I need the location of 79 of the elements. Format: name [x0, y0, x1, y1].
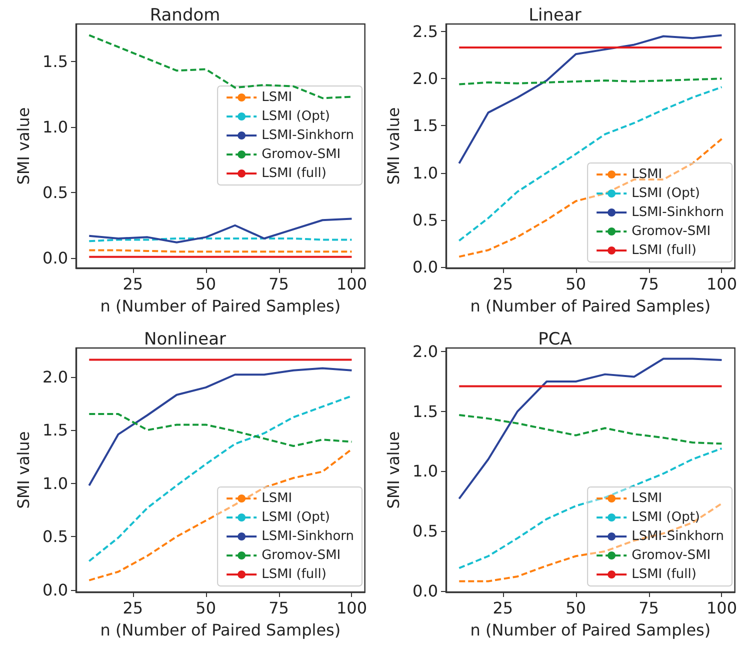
x-axis-title: n (Number of Paired Samples) [470, 296, 711, 316]
x-axis-title: n (Number of Paired Samples) [100, 296, 341, 316]
y-tick-label: 1.0 [42, 474, 68, 493]
x-tick-label: 50 [566, 274, 586, 294]
legend-label: Gromov-SMI [632, 224, 711, 239]
legend-label: Gromov-SMI [632, 548, 711, 563]
x-tick-label: 75 [268, 274, 289, 294]
y-tick-label: 0.5 [42, 527, 68, 546]
line-series [88, 448, 353, 582]
x-tick-label: 100 [706, 274, 738, 294]
x-tick-label: 100 [706, 598, 738, 618]
x-tick-label: 75 [638, 598, 659, 618]
legend-label: LSMI-Sinkhorn [262, 128, 354, 143]
legend-label: LSMI (full) [262, 166, 326, 181]
legend-label: LSMI [632, 491, 662, 506]
x-tick-label: 50 [566, 598, 586, 618]
line-series [88, 394, 353, 562]
y-tick-label: 1.0 [42, 117, 68, 136]
chart-title: Random [150, 6, 220, 26]
x-axis-title: n (Number of Paired Samples) [470, 620, 711, 640]
legend-label: LSMI-Sinkhorn [262, 529, 354, 544]
y-tick-label: 1.5 [42, 420, 68, 440]
x-tick-label: 100 [336, 598, 368, 618]
chart-title: Nonlinear [144, 330, 226, 350]
legend-label: LSMI-Sinkhorn [632, 205, 724, 220]
y-tick-label: 2.0 [412, 342, 438, 362]
legend-label: LSMI [632, 167, 662, 182]
line-series [458, 138, 723, 258]
line-series [88, 34, 353, 100]
legend-label: LSMI (full) [632, 567, 696, 582]
y-tick-label: 0.5 [412, 522, 438, 540]
x-tick-label: 25 [492, 598, 514, 618]
y-tick-label: 2.0 [42, 367, 68, 386]
x-tick-label: 50 [196, 598, 216, 618]
y-tick-label: 1.0 [412, 462, 438, 481]
legend-label: LSMI (Opt) [632, 510, 700, 525]
line-series [458, 34, 723, 164]
line-series [458, 447, 723, 570]
y-axis-title: SMI value [384, 431, 404, 509]
x-tick-label: 25 [122, 598, 144, 618]
legend-label: LSMI (full) [262, 567, 326, 582]
x-tick-label: 25 [492, 274, 514, 294]
y-tick-label: 1.5 [412, 402, 438, 421]
y-axis-title: SMI value [384, 107, 404, 185]
line-series [88, 218, 353, 244]
y-tick-label: 0.0 [42, 248, 68, 268]
y-tick-label: 0.5 [412, 210, 438, 230]
legend-label: LSMI [262, 491, 292, 506]
x-tick-label: 50 [196, 274, 216, 294]
y-tick-label: 0.0 [412, 258, 438, 277]
line-series [88, 367, 353, 486]
y-tick-label: 0.0 [42, 580, 68, 600]
chart-title: PCA [538, 330, 572, 350]
legend-label: LSMI [262, 90, 292, 105]
x-tick-label: 25 [122, 274, 144, 294]
x-axis-title: n (Number of Paired Samples) [100, 620, 341, 640]
legend-label: Gromov-SMI [262, 548, 341, 563]
line-series [458, 86, 723, 242]
y-tick-label: 1.0 [412, 163, 438, 182]
legend-label: Gromov-SMI [262, 147, 341, 162]
y-tick-label: 1.5 [42, 52, 68, 71]
legend-label: LSMI (Opt) [262, 510, 330, 525]
x-tick-label: 75 [268, 598, 289, 618]
legend-label: LSMI (full) [632, 243, 696, 258]
y-tick-label: 2.5 [412, 22, 438, 42]
x-tick-label: 75 [638, 274, 659, 294]
x-tick-label: 100 [336, 274, 368, 294]
y-tick-label: 1.5 [412, 116, 438, 136]
line-series [458, 414, 723, 445]
legend-label: LSMI (Opt) [262, 109, 330, 124]
line-series [88, 413, 353, 448]
chart-title: Linear [528, 6, 582, 26]
y-tick-label: 0.0 [412, 581, 438, 600]
line-series [458, 502, 723, 582]
y-tick-label: 0.5 [42, 183, 68, 202]
legend-label: LSMI (Opt) [632, 186, 700, 201]
y-axis-title: SMI value [14, 107, 34, 185]
y-tick-label: 2.0 [412, 69, 438, 88]
y-axis-title: SMI value [14, 431, 34, 509]
